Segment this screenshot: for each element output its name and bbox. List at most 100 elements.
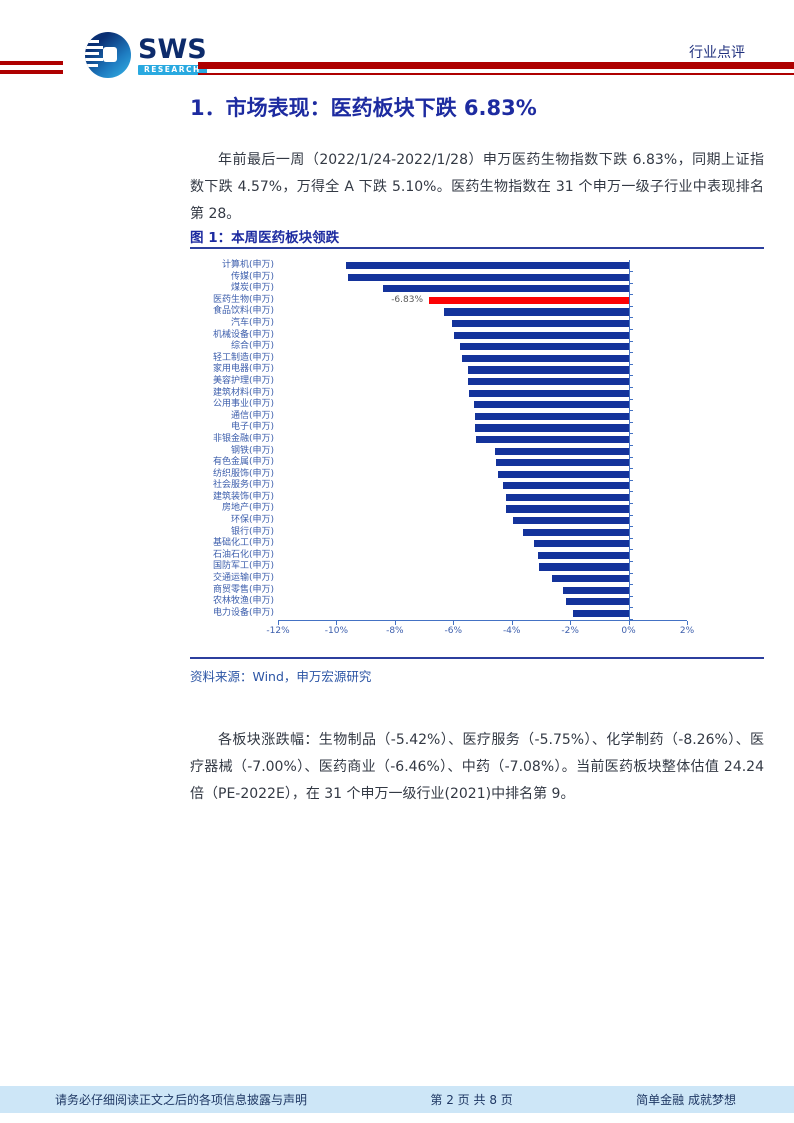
chart-category-label: 计算机(申万) [221,260,274,270]
chart-row: 公用事业(申万) [190,399,687,412]
chart-bar-track [278,550,687,562]
chart-bar-track [278,585,687,597]
chart-bar-track [278,480,687,493]
x-axis-tick [628,620,630,625]
chart-bar [462,354,629,362]
chart-row: 环保(申万) [190,515,687,528]
category-axis-tick [628,363,633,365]
chart-bar [563,586,629,594]
paragraph-market-summary: 年前最后一周（2022/1/24-2022/1/28）申万医药生物指数下跌 6.… [190,152,764,222]
category-axis-tick [628,560,633,562]
chart-category-label: 食品饮料(申万) [212,306,274,317]
x-axis-tick-label: -6% [444,625,463,636]
x-axis-tick [336,620,338,625]
chart-row: 汽车(申万) [190,318,687,331]
chart-row: 社会服务(申万) [190,480,687,493]
chart-category-label: 房地产(申万) [221,503,274,514]
chart-rows: 计算机(申万) 传媒(申万) 煤炭(申万) 医药生物(申万) -6.83% 食品饮料(申万… [190,260,687,620]
chart-category-label: 煤炭(申万) [230,283,274,294]
category-axis-tick [628,479,633,481]
chart-bar-track [278,353,687,365]
category-axis-tick [628,410,633,412]
footer-slogan: 简单金融 成就梦想 [636,1093,736,1107]
category-axis-tick [628,294,633,296]
bar-chart: 计算机(申万) 传媒(申万) 煤炭(申万) 医药生物(申万) -6.83% 食品饮料(申万… [190,260,694,642]
chart-bar-track [278,608,687,620]
chart-bar-track [278,422,687,435]
chart-bar [474,401,629,409]
chart-bar-track: -6.83% [278,295,687,307]
chart-bar [551,575,629,583]
category-axis-tick [628,271,633,273]
chart-bar-track [278,364,687,377]
chart-bar [443,308,629,316]
chart-category-label: 银行(申万) [230,526,274,537]
chart-row: 电力设备(申万) [190,608,687,620]
category-axis-tick [628,375,633,377]
category-axis-tick [628,352,633,354]
category-axis-tick [628,433,633,435]
chart-row: 综合(申万) [190,341,687,354]
chart-row: 建筑装饰(申万) [190,492,687,504]
highlight-data-label: -6.83% [391,294,424,305]
sws-globe-icon [85,32,131,78]
chart-bar [467,366,629,374]
category-axis-tick [628,317,633,319]
figure-caption: 图 1：本周医药板块领跌 [190,230,340,246]
chart-row: 银行(申万) [190,527,687,539]
header-rule-left-top [0,61,63,65]
chart-bar-highlighted [429,296,629,304]
chart-category-label: 电力设备(申万) [212,607,274,618]
chart-bar [453,331,629,339]
chart-bar [565,598,629,606]
chart-bar-track [278,515,687,528]
category-axis-tick [628,305,633,307]
chart-bar [506,505,629,513]
chart-bar [476,435,629,444]
category-axis-tick [628,421,633,423]
x-axis-tick-label: 0% [621,625,636,636]
chart-bar-track [278,527,687,539]
chart-bar [522,528,629,536]
chart-bar [460,343,629,351]
category-axis-tick [628,387,633,389]
chart-category-label: 基础化工(申万) [212,538,274,549]
x-axis-tick-label: -10% [324,625,349,636]
chart-row: 家用电器(申万) [190,364,687,377]
chart-row: 农林牧渔(申万) [190,596,687,609]
category-axis-tick [628,282,633,284]
chart-x-axis: -12% -10% -8% -6% -4% -2% 0% 2% [266,619,694,640]
chart-bar [348,273,629,281]
chart-bar [495,459,629,467]
chart-row: 建筑材料(申万) [190,388,687,400]
header-rule-left-bottom [0,70,63,74]
category-axis-tick [628,514,633,516]
chart-category-label: 钢铁(申万) [230,445,274,456]
category-axis-tick [628,468,633,470]
chart-row: 医药生物(申万) -6.83% [190,295,687,307]
chart-category-label: 轻工制造(申万) [212,352,274,363]
chart-row: 有色金属(申万) [190,457,687,470]
x-axis-tick [511,620,513,625]
chart-bar-track [278,283,687,296]
category-axis-tick [628,607,633,609]
header-rule-thick [198,62,794,69]
chart-bar-track [278,469,687,481]
chart-bar [533,540,629,548]
x-axis-tick [687,620,688,625]
x-axis-tick-label: -8% [386,625,404,636]
chart-bar-track [278,411,687,423]
chart-bar [502,482,629,490]
logo-research-text: RESEARCH [138,64,207,75]
chart-category-label: 非银金融(申万) [212,433,274,444]
category-axis-tick [628,502,633,504]
category-axis-tick [628,595,633,597]
chart-row: 非银金融(申万) [190,434,687,446]
x-axis-tick-label: -4% [502,625,521,636]
chart-bar-track [278,538,687,551]
category-axis-tick [628,398,633,400]
category-axis-tick [628,618,633,620]
chart-bar [495,447,629,455]
chart-bar [475,424,629,432]
chart-category-label: 建筑装饰(申万) [212,491,274,502]
